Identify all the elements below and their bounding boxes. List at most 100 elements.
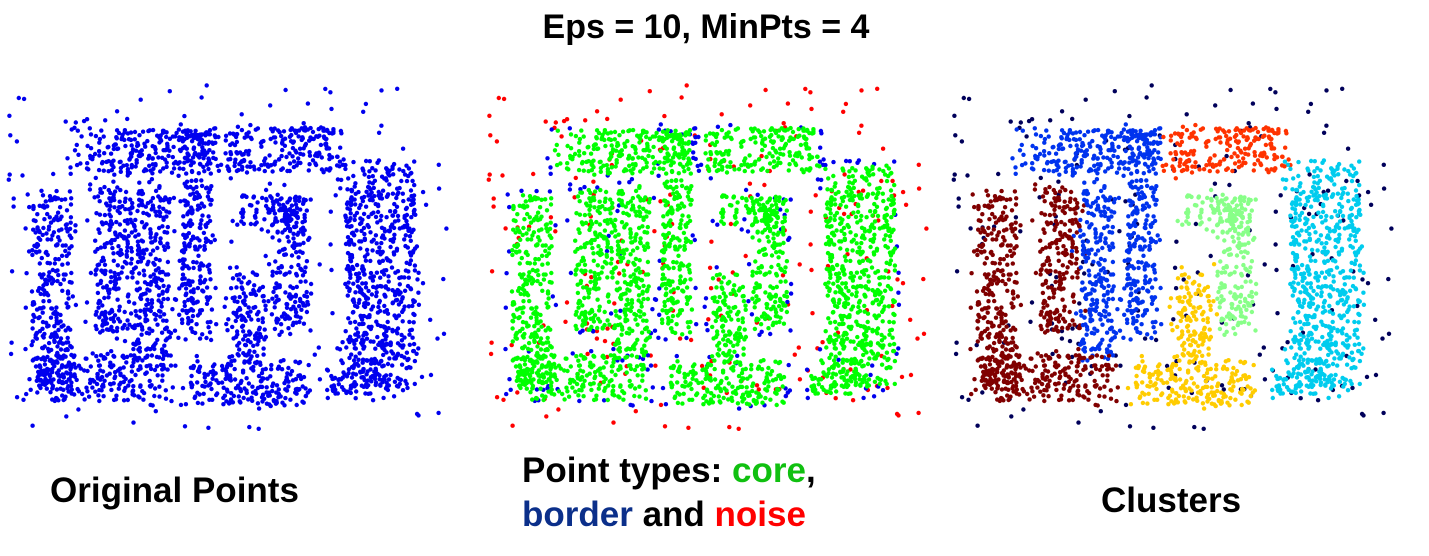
core-point (566, 167, 571, 172)
data-point (428, 372, 434, 378)
core-point (631, 272, 636, 277)
data-point (402, 355, 407, 360)
data-point (55, 344, 60, 349)
core-point (530, 397, 535, 402)
data-point (97, 212, 103, 217)
data-point (112, 354, 117, 359)
core-point (682, 169, 687, 174)
core-point (662, 137, 667, 142)
data-point (237, 399, 242, 404)
data-point (58, 347, 64, 352)
core-point (666, 231, 672, 236)
core-point (613, 228, 618, 233)
core-point (668, 158, 673, 163)
core-point (618, 295, 623, 300)
data-point (138, 97, 143, 102)
core-point (774, 150, 779, 155)
data-point (285, 302, 290, 307)
data-point (86, 394, 92, 399)
data-point (366, 174, 372, 180)
noise-point (842, 172, 847, 177)
border-point (805, 387, 810, 393)
core-point (605, 244, 610, 250)
data-point (360, 198, 366, 204)
data-point (157, 140, 162, 145)
core-point (527, 270, 532, 275)
data-point (147, 163, 152, 168)
data-point (395, 86, 400, 92)
core-point (632, 386, 638, 391)
data-point (92, 195, 97, 200)
core-point (618, 259, 624, 264)
noise-point (797, 377, 803, 382)
data-point (234, 139, 240, 145)
border-point (804, 367, 810, 372)
data-point (302, 215, 307, 220)
noise-point (727, 424, 732, 430)
data-point (31, 227, 36, 232)
data-point (410, 303, 415, 309)
data-point (76, 152, 81, 157)
data-point (277, 238, 282, 243)
core-point (603, 143, 608, 149)
data-point (34, 244, 39, 249)
data-point (186, 266, 192, 271)
data-point (252, 333, 258, 338)
core-point (616, 394, 621, 399)
data-point (68, 327, 73, 332)
data-point (161, 353, 167, 358)
core-point (756, 157, 762, 162)
data-point (400, 388, 406, 393)
data-point (414, 351, 419, 356)
border-point (714, 265, 719, 270)
data-point (248, 122, 253, 128)
data-point (307, 162, 312, 167)
data-point (317, 377, 323, 382)
data-point (186, 319, 191, 324)
data-point (97, 298, 102, 304)
core-point (739, 144, 744, 149)
data-point (226, 157, 231, 162)
data-point (351, 173, 356, 179)
core-point (640, 155, 645, 160)
data-point (38, 291, 43, 297)
core-point (524, 231, 529, 236)
data-point (362, 330, 367, 336)
data-point (34, 336, 39, 341)
data-point (126, 292, 131, 297)
core-point (510, 326, 515, 331)
border-point (534, 387, 540, 392)
data-point (293, 299, 298, 305)
data-point (403, 233, 408, 238)
data-point (148, 230, 153, 235)
data-point (441, 276, 446, 282)
data-point (54, 387, 60, 392)
data-point (56, 257, 61, 262)
core-point (660, 266, 665, 271)
core-point (667, 133, 672, 139)
core-point (528, 196, 534, 201)
core-point (770, 154, 775, 159)
core-point (679, 201, 684, 206)
data-point (35, 390, 40, 395)
data-point (134, 339, 140, 344)
core-point (531, 377, 536, 382)
core-point (586, 295, 591, 300)
noise-point (754, 383, 760, 388)
data-point (205, 297, 210, 303)
core-point (633, 209, 638, 214)
core-point (636, 293, 642, 298)
data-point (399, 362, 405, 367)
data-point (202, 375, 207, 380)
data-point (63, 394, 68, 399)
core-point (641, 353, 647, 358)
data-point (351, 281, 356, 286)
border-point (657, 258, 662, 263)
data-point (216, 380, 221, 386)
data-point (357, 322, 362, 327)
data-point (56, 272, 61, 278)
core-point (621, 251, 627, 256)
core-point (636, 298, 641, 303)
data-point (206, 425, 211, 430)
core-point (633, 188, 639, 194)
